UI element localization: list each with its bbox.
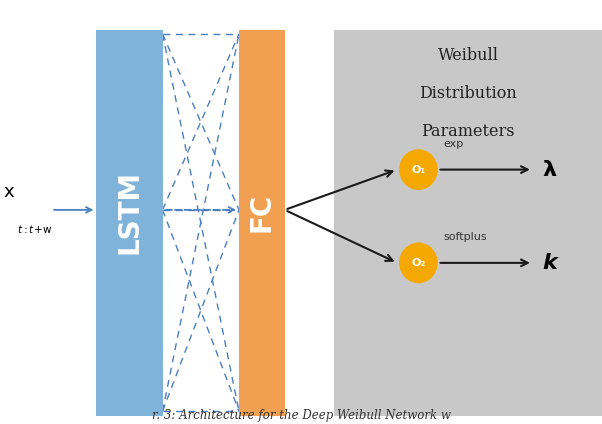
Text: $\boldsymbol{k}$: $\boldsymbol{k}$ — [542, 253, 560, 273]
Text: O₁: O₁ — [411, 165, 426, 175]
Polygon shape — [239, 30, 285, 416]
Text: $t:t\!+\!\mathrm{w}$: $t:t\!+\!\mathrm{w}$ — [17, 223, 52, 234]
Text: LSTM: LSTM — [116, 170, 143, 254]
Text: $\boldsymbol{\lambda}$: $\boldsymbol{\lambda}$ — [542, 159, 557, 180]
Text: softplus: softplus — [444, 232, 487, 243]
Ellipse shape — [399, 149, 438, 190]
Polygon shape — [334, 30, 602, 416]
Text: $\mathrm{x}$: $\mathrm{x}$ — [3, 184, 15, 201]
Ellipse shape — [399, 243, 438, 283]
Text: r. 3: Architecture for the Deep Weibull Network w: r. 3: Architecture for the Deep Weibull … — [152, 409, 450, 422]
Polygon shape — [96, 30, 163, 416]
Text: FC: FC — [248, 192, 276, 232]
Text: Distribution: Distribution — [419, 85, 517, 102]
Text: O₂: O₂ — [411, 258, 426, 268]
Text: Parameters: Parameters — [421, 123, 515, 140]
Text: Weibull: Weibull — [438, 47, 498, 64]
Text: exp: exp — [444, 139, 464, 149]
